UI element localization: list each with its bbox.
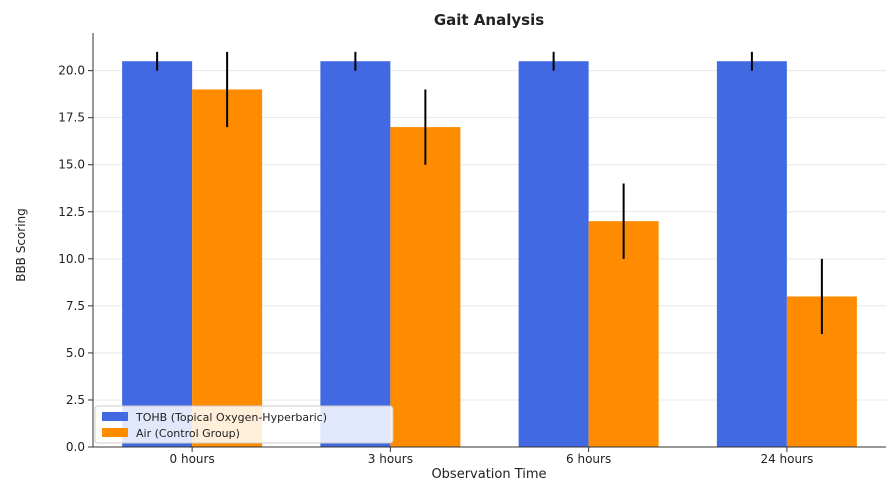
- legend-swatch-1: [102, 428, 128, 437]
- y-axis-label: BBB Scoring: [14, 208, 28, 282]
- legend-box: [94, 405, 394, 444]
- legend-label-0: TOHB (Topical Oxygen-Hyperbaric): [135, 411, 327, 424]
- legend-label-1: Air (Control Group): [136, 427, 240, 440]
- x-tick-label-0: 0 hours: [170, 452, 215, 466]
- bar-series1-0: [192, 89, 263, 448]
- y-tick-label-6: 15.0: [58, 158, 85, 172]
- axes-group: [92, 33, 886, 448]
- x-tick-label-3: 24 hours: [760, 452, 813, 466]
- error-bars-group: [156, 51, 823, 335]
- y-tick-label-3: 7.5: [66, 299, 85, 313]
- bar-series0-2: [518, 61, 589, 448]
- bar-series0-3: [716, 61, 787, 448]
- chart-title: Gait Analysis: [434, 11, 544, 29]
- y-tick-label-8: 20.0: [58, 64, 85, 78]
- legend: TOHB (Topical Oxygen-Hyperbaric) Air (Con…: [94, 405, 394, 444]
- y-tick-label-7: 17.5: [58, 111, 85, 125]
- y-tick-label-4: 10.0: [58, 252, 85, 266]
- x-ticks-group: 0 hours 3 hours 6 hours 24 hours: [170, 447, 813, 466]
- y-tick-label-2: 5.0: [66, 346, 85, 360]
- y-ticks-group: 0.0 2.5 5.0 7.5 10.0 12.5 15.0 17.5 20.0: [58, 64, 93, 454]
- y-tick-label-0: 0.0: [66, 440, 85, 454]
- x-tick-label-2: 6 hours: [566, 452, 611, 466]
- legend-swatch-0: [102, 412, 128, 421]
- x-axis-label: Observation Time: [431, 467, 546, 480]
- bar-series0-0: [122, 61, 193, 448]
- y-tick-label-5: 12.5: [58, 205, 85, 219]
- y-tick-label-1: 2.5: [66, 393, 85, 407]
- bar-series0-1: [320, 61, 391, 448]
- bars-group: [122, 61, 857, 448]
- bar-series1-1: [390, 127, 461, 447]
- x-tick-label-1: 3 hours: [368, 452, 413, 466]
